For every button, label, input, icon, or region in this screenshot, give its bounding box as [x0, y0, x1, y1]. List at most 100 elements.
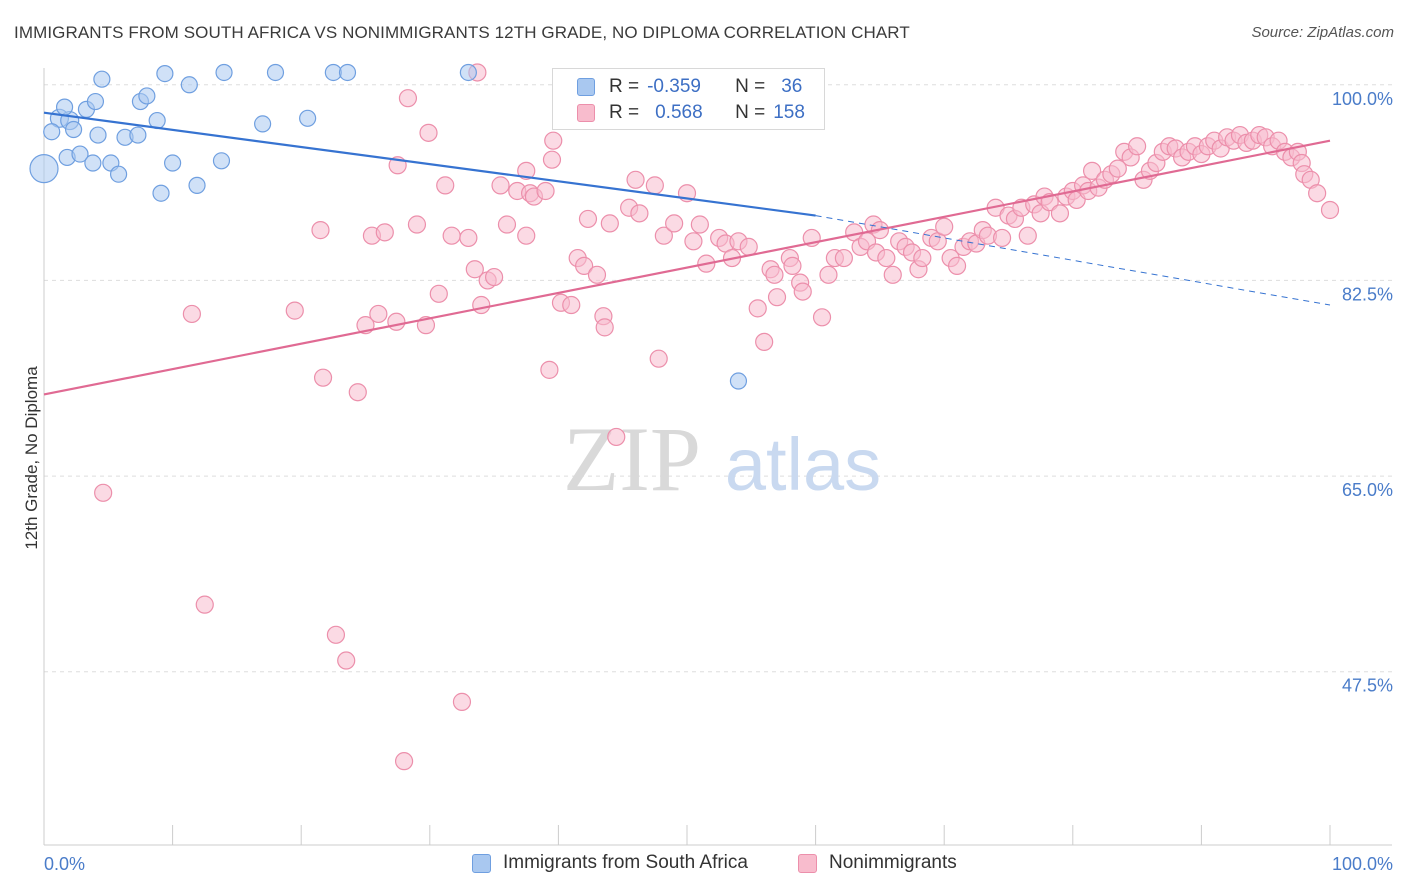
point-nonimmigrants [684, 232, 703, 251]
point-nonimmigrants [394, 752, 414, 771]
point-nonimmigrants [369, 304, 388, 324]
point-nonimmigrants [992, 228, 1012, 248]
x-tick-label-min: 0.0% [44, 854, 85, 874]
point-nonimmigrants [562, 295, 581, 315]
point-immigrants [43, 123, 61, 141]
point-immigrants [86, 92, 105, 111]
correlation-legend: R = -0.359 N = 36 R = 0.568 N = 158 [552, 68, 825, 130]
point-immigrants [212, 152, 231, 170]
bottom-legend-swatch-pink [798, 853, 817, 873]
point-nonimmigrants [459, 228, 478, 248]
point-nonimmigrants [313, 368, 333, 387]
legend-row-immigrants: R = -0.359 N = 36 [577, 74, 802, 100]
point-nonimmigrants [1082, 161, 1102, 180]
point-immigrants [138, 87, 156, 105]
point-nonimmigrants [630, 204, 649, 223]
point-nonimmigrants [1018, 226, 1037, 245]
point-nonimmigrants [748, 299, 767, 318]
x-tick-label-max: 100.0% [1332, 854, 1393, 874]
point-nonimmigrants [195, 595, 214, 614]
point-nonimmigrants [311, 221, 330, 240]
watermark: ZIP atlas [563, 408, 881, 510]
point-nonimmigrants [765, 265, 784, 284]
axes [43, 68, 1392, 846]
bottom-legend-swatch-blue [472, 853, 491, 873]
point-nonimmigrants [654, 226, 673, 245]
point-nonimmigrants [542, 150, 562, 169]
y-tick-label: 47.5% [1342, 676, 1393, 696]
point-nonimmigrants [387, 312, 406, 331]
point-nonimmigrants [517, 226, 536, 245]
point-nonimmigrants [587, 265, 607, 284]
point-immigrants [188, 176, 206, 194]
legend-n-value: 36 [781, 76, 803, 97]
source-credit: Source: ZipAtlas.com [1251, 24, 1394, 41]
chart-title: IMMIGRANTS FROM SOUTH AFRICA VS NONIMMIG… [14, 23, 910, 42]
bottom-legend-immigrants: Immigrants from South Africa [472, 852, 748, 874]
point-immigrants [152, 184, 170, 202]
point-nonimmigrants [472, 295, 491, 315]
point-nonimmigrants [375, 223, 394, 242]
point-nonimmigrants [575, 256, 594, 275]
point-nonimmigrants [649, 349, 668, 368]
point-nonimmigrants [645, 176, 664, 195]
point-nonimmigrants [819, 265, 838, 284]
point-nonimmigrants [94, 483, 113, 502]
legend-n-label: N = [735, 76, 766, 97]
point-nonimmigrants [465, 260, 484, 279]
point-nonimmigrants [883, 265, 902, 284]
point-nonimmigrants [491, 176, 510, 195]
point-nonimmigrants [947, 256, 967, 275]
point-nonimmigrants [755, 332, 774, 352]
point-nonimmigrants [665, 214, 684, 233]
point-nonimmigrants [442, 226, 461, 245]
point-immigrants [64, 120, 83, 139]
point-nonimmigrants [452, 692, 472, 711]
point-immigrants [55, 98, 74, 116]
tick-labels: 100.0% 82.5% 65.0% 47.5% 0.0% 100.0% [44, 89, 1393, 874]
point-nonimmigrants [626, 170, 645, 189]
point-immigrants [338, 63, 357, 82]
point-immigrants [215, 63, 233, 82]
legend-r-label: R = [609, 76, 640, 97]
point-immigrants [729, 372, 748, 390]
point-nonimmigrants [348, 383, 367, 402]
point-nonimmigrants [1108, 159, 1127, 178]
point-immigrants [84, 154, 102, 172]
point-nonimmigrants [429, 284, 448, 303]
point-immigrants [254, 115, 272, 133]
point-immigrants [164, 154, 182, 172]
legend-n-label: N = [735, 102, 766, 123]
point-immigrants [71, 145, 89, 163]
point-nonimmigrants [398, 89, 418, 108]
point-nonimmigrants [419, 123, 438, 142]
legend-n-value: 158 [773, 102, 805, 123]
point-nonimmigrants [607, 427, 626, 447]
watermark-zip: ZIP [563, 408, 701, 510]
trendlines [43, 111, 1331, 396]
point-nonimmigrants [1320, 200, 1340, 220]
point-nonimmigrants [690, 215, 709, 234]
point-nonimmigrants [182, 304, 201, 324]
point-nonimmigrants [600, 214, 619, 233]
legend-swatch-blue [577, 78, 595, 96]
legend-r-value: -0.359 [647, 76, 701, 97]
y-tick-label: 65.0% [1342, 480, 1393, 500]
series-immigrants-points [29, 63, 748, 390]
point-nonimmigrants [739, 237, 758, 256]
point-nonimmigrants [834, 248, 853, 268]
point-nonimmigrants [767, 288, 787, 307]
trendline-immigrants [43, 111, 816, 217]
point-nonimmigrants [436, 176, 455, 195]
point-nonimmigrants [578, 209, 598, 229]
gridlines [44, 84, 1392, 673]
bottom-legend-label: Immigrants from South Africa [503, 852, 748, 873]
point-nonimmigrants [544, 131, 563, 150]
point-immigrants [180, 76, 198, 94]
point-nonimmigrants [793, 282, 812, 301]
point-nonimmigrants [285, 301, 304, 320]
point-nonimmigrants [536, 181, 555, 201]
legend-swatch-pink [577, 104, 595, 122]
y-tick-label: 100.0% [1332, 89, 1393, 109]
